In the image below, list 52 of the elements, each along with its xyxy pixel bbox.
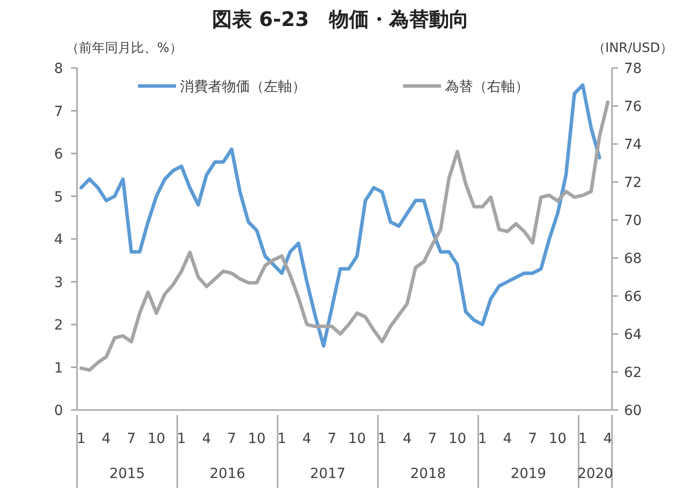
text: 2016: [210, 466, 246, 482]
text: 2019: [510, 466, 546, 482]
y-tick-label: 4: [54, 232, 64, 248]
x-tick-label: 4: [102, 431, 111, 447]
y2-tick-label: 76: [624, 99, 642, 115]
y2-tick-label: 72: [624, 175, 642, 191]
x-tick-label: 7: [227, 431, 236, 447]
x-tick-label: 1: [378, 431, 387, 447]
y2-tick-label: 74: [624, 137, 642, 153]
y-tick-label: 0: [54, 403, 63, 419]
y2-tick-label: 60: [624, 403, 642, 419]
x-tick-label: 10: [448, 431, 466, 447]
x-tick-label: 4: [603, 431, 612, 447]
text: 2020: [577, 466, 614, 482]
y-tick-label: 8: [54, 61, 63, 77]
y-tick-label: 5: [54, 189, 63, 206]
y2-tick-label: 62: [624, 365, 642, 381]
legend-label: 消費者物価（左軸）: [180, 79, 306, 95]
y2-axis-title: （INR/USD）: [592, 41, 673, 56]
x-tick-label: 4: [503, 431, 512, 447]
text: 2018: [410, 466, 446, 482]
x-tick-label: 1: [478, 431, 487, 447]
text: 2015: [109, 466, 145, 482]
y-tick-label: 7: [54, 104, 63, 120]
x-tick-label: 1: [76, 431, 86, 447]
x-tick-label: 7: [126, 431, 136, 447]
y2-tick-label: 64: [624, 327, 642, 343]
y-tick-label: 3: [54, 274, 63, 291]
chart-title: 図表 6-23 物価・為替動向: [212, 7, 470, 31]
y-tick-label: 1: [54, 360, 63, 376]
x-tick-label: 4: [302, 431, 312, 447]
x-tick-label: 4: [202, 431, 212, 447]
x-tick-label: 10: [148, 431, 166, 447]
x-tick-label: 7: [328, 431, 336, 447]
x-tick-label: 10: [248, 431, 266, 447]
x-tick-label: 4: [402, 431, 412, 447]
legend-label: 為替（右軸）: [445, 79, 529, 95]
text: 2017: [310, 466, 346, 482]
y2-tick-label: 78: [624, 61, 642, 77]
y2-tick-label: 70: [624, 213, 642, 229]
x-tick-label: 10: [348, 431, 366, 447]
x-tick-label: 1: [578, 431, 588, 447]
x-tick-label: 1: [277, 431, 286, 447]
x-tick-label: 7: [528, 431, 538, 447]
x-tick-label: 1: [177, 431, 186, 447]
y2-tick-label: 66: [624, 289, 642, 305]
y-tick-label: 2: [54, 318, 63, 334]
x-tick-label: 7: [428, 431, 437, 447]
y-tick-label: 6: [54, 146, 64, 162]
y-axis-title: （前年同月比、%）: [66, 41, 182, 56]
x-tick-label: 10: [548, 431, 567, 447]
y2-tick-label: 68: [624, 251, 642, 267]
